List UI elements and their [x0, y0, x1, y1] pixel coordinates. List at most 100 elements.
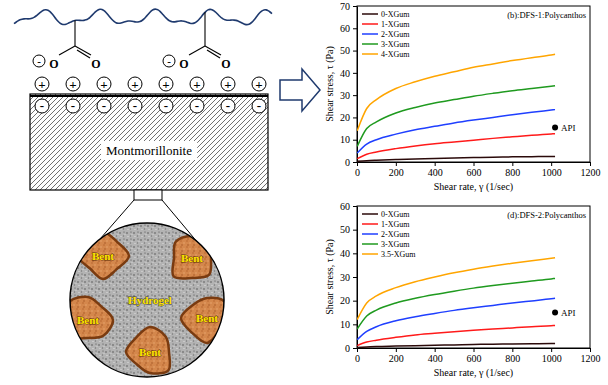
bond	[74, 20, 75, 46]
legend-swatch	[362, 233, 378, 235]
legend-label: 2-XGum	[381, 230, 410, 239]
legend-label: 2-XGum	[381, 30, 410, 39]
x-tick: 1000	[542, 348, 562, 364]
x-tick: 1200	[581, 348, 601, 364]
x-tick-mark	[357, 162, 358, 166]
charge-label: +	[38, 77, 45, 92]
x-tick-mark	[435, 348, 436, 352]
y-tick: 50	[340, 45, 357, 56]
y-tick-mark	[353, 230, 357, 231]
figure: OO-OO-++++++++--------MontmorilloniteBen…	[0, 0, 608, 385]
charge-label: +	[100, 77, 107, 92]
bond	[189, 46, 205, 55]
x-tick-mark	[512, 348, 513, 352]
polymer-chain	[14, 9, 272, 24]
plot-area	[357, 258, 558, 348]
charge-circle	[35, 77, 49, 91]
x-tick: 400	[428, 162, 443, 178]
legend-swatch	[362, 43, 378, 45]
x-tick-label: 600	[467, 353, 482, 364]
legend-label: 0-XGum	[381, 10, 410, 19]
charge-circle	[190, 99, 204, 113]
charge-label: -	[226, 98, 230, 113]
x-tick: 200	[389, 162, 404, 178]
clay-plate	[30, 94, 268, 190]
series-line	[357, 54, 555, 130]
charge-label: +	[193, 77, 200, 92]
y-tick-mark	[353, 348, 357, 349]
legend-label: 4-XGum	[381, 50, 410, 59]
y-tick-label: 10	[340, 134, 350, 145]
charge-circle	[33, 55, 45, 67]
legend-swatch	[362, 33, 378, 35]
data-point	[552, 310, 558, 316]
x-tick-mark	[551, 348, 552, 352]
charge-circle	[128, 99, 142, 113]
bentonite-particle	[67, 297, 113, 339]
x-tick: 0	[355, 348, 360, 364]
legend-swatch	[362, 13, 378, 15]
particle-label: Bent	[139, 346, 161, 358]
y-axis-title: Shear stress, τ (Pa)	[324, 46, 336, 122]
x-tick-label: 200	[389, 353, 404, 364]
series-line	[357, 298, 555, 339]
y-tick-mark	[353, 277, 357, 278]
y-tick-label: 20	[340, 295, 350, 306]
y-tick-label: 30	[340, 90, 350, 101]
series-line	[357, 156, 555, 161]
series-line	[357, 134, 555, 159]
matrix-label: Hydrogel	[128, 294, 172, 306]
x-tick-label: 0	[355, 353, 360, 364]
x-axis: 020040060080010001200	[355, 348, 601, 364]
y-tick-label: 60	[340, 201, 350, 212]
y-tick: 40	[340, 68, 357, 79]
charge-label: -	[40, 98, 44, 113]
x-tick: 1200	[581, 162, 601, 178]
figure-canvas: OO-OO-++++++++--------MontmorilloniteBen…	[0, 0, 608, 385]
charge-label: -	[133, 98, 137, 113]
bond	[207, 50, 220, 58]
x-tick: 600	[467, 162, 482, 178]
y-tick: 30	[340, 90, 357, 101]
charge-label: -	[37, 55, 41, 67]
charge-label: +	[69, 77, 76, 92]
chart-title: (d):DFS-2:Polycanthos	[507, 210, 586, 220]
particle-label: Bent	[77, 314, 99, 326]
legend-label: 3.5-XGum	[381, 250, 416, 259]
y-tick-mark	[353, 206, 357, 207]
atom-label: O	[179, 57, 188, 71]
charge-label: -	[195, 98, 199, 113]
y-tick-mark	[353, 324, 357, 325]
charge-circle	[159, 99, 173, 113]
y-tick: 30	[340, 272, 357, 283]
y-axis-title: Shear stress, τ (Pa)	[324, 239, 336, 315]
x-tick-label: 200	[389, 167, 404, 178]
legend-swatch	[362, 253, 378, 255]
y-tick-mark	[353, 6, 357, 7]
atom-label: O	[49, 57, 58, 71]
y-tick-label: 50	[340, 224, 350, 235]
x-tick-mark	[512, 162, 513, 166]
y-tick-mark	[353, 51, 357, 52]
x-axis-title: Shear rate, γ (1/sec)	[434, 367, 513, 379]
charge-circle	[163, 55, 175, 67]
legend-swatch	[362, 223, 378, 225]
charge-circle	[128, 77, 142, 91]
data-point	[552, 124, 558, 130]
point-label: API	[561, 123, 576, 133]
x-axis-title: Shear rate, γ (1/sec)	[434, 181, 513, 193]
carboxylate-group: OO-	[33, 20, 101, 71]
charge-circle	[35, 99, 49, 113]
label-background	[101, 141, 197, 160]
x-tick-label: 1000	[542, 353, 562, 364]
y-tick: 60	[340, 201, 357, 212]
charge-circle	[190, 77, 204, 91]
x-tick-mark	[590, 162, 591, 166]
x-tick-mark	[357, 348, 358, 352]
particle-label: Bent	[196, 312, 218, 324]
x-tick: 1000	[542, 162, 562, 178]
charge-label: -	[71, 98, 75, 113]
series-line	[357, 278, 555, 329]
y-axis: 0102030405060	[340, 201, 358, 354]
x-tick: 0	[355, 162, 360, 178]
